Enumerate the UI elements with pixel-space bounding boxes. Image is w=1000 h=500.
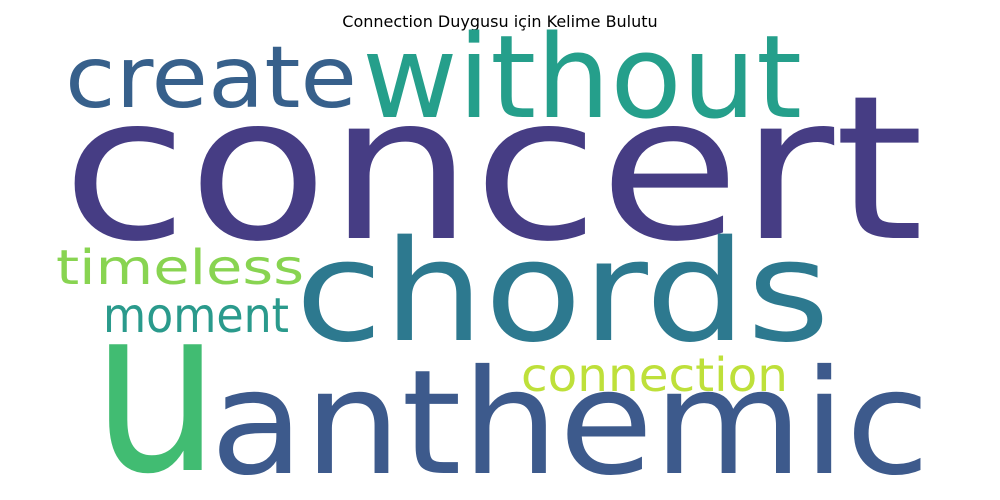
word-connection: connection: [521, 348, 788, 402]
word-create: create: [65, 28, 357, 128]
page-title: Connection Duygusu için Kelime Bulutu: [342, 12, 658, 31]
word-timeless: timeless: [56, 240, 304, 296]
word-concert: concert: [62, 53, 924, 286]
word-u: u: [92, 258, 220, 500]
word-chords: chords: [295, 211, 830, 374]
word-without: without: [362, 11, 802, 145]
word-anthemic: anthemic: [210, 339, 930, 500]
word-moment: moment: [103, 288, 289, 344]
